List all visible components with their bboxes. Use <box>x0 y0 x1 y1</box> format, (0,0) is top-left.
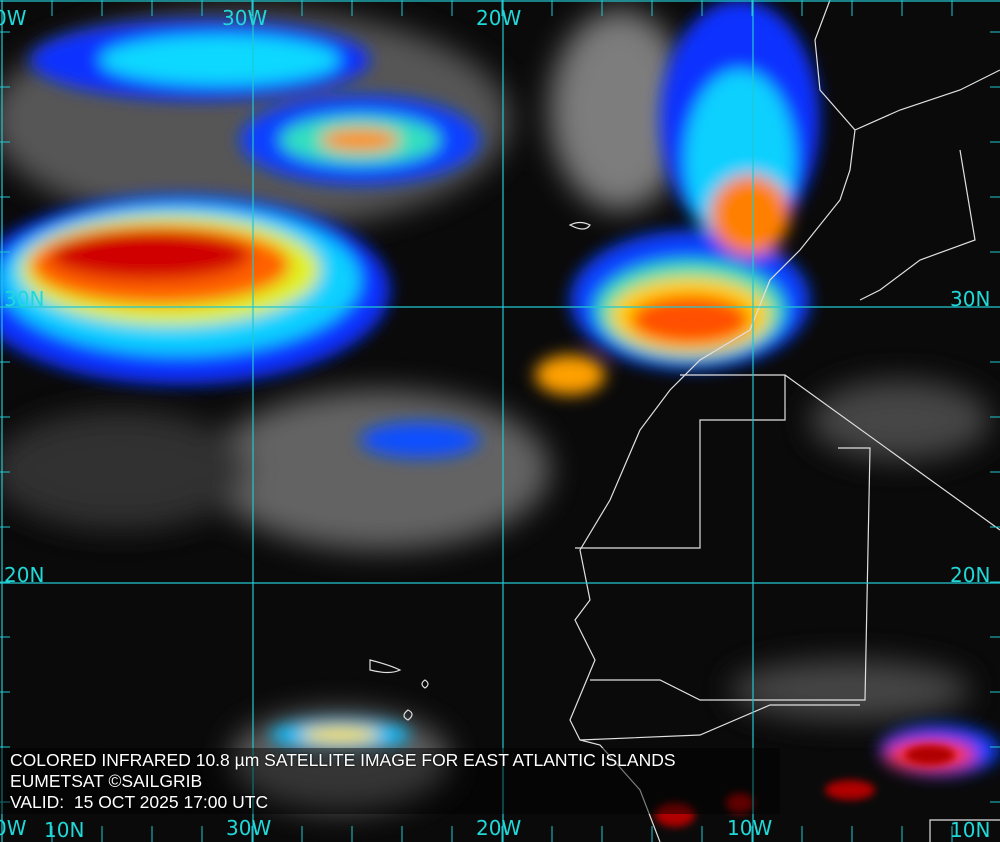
lon-label-top-20w: 20W <box>476 6 522 30</box>
coastlines-borders <box>369 0 1000 842</box>
lat-label-left-30n: 30N <box>4 287 45 311</box>
lat-label-right-20n: 20N <box>950 563 991 587</box>
lon-label-bottom-30w: 30W <box>226 816 272 840</box>
lon-label-bottom-40w: 0W <box>0 816 27 840</box>
caption-valid-time: VALID: 15 OCT 2025 17:00 UTC <box>10 792 269 812</box>
lat-label-left-10n: 10N <box>44 818 85 842</box>
lon-label-top-40w: 0W <box>0 6 27 30</box>
caption-credit: EUMETSAT ©SAILGRIB <box>10 771 203 791</box>
lat-label-right-30n: 30N <box>950 287 991 311</box>
deep-convection-cells <box>655 745 955 827</box>
lat-label-right-10n: 10N <box>950 818 991 842</box>
lat-label-left-20n: 20N <box>4 563 45 587</box>
cold-cloud-tops <box>0 0 1000 775</box>
lon-label-top-30w: 30W <box>222 6 268 30</box>
caption-title: COLORED INFRARED 10.8 µm SATELLITE IMAGE… <box>10 750 676 770</box>
caption-background <box>0 748 780 814</box>
low-clouds <box>0 10 990 810</box>
lon-label-bottom-20w: 20W <box>476 816 522 840</box>
lon-label-bottom-10w: 10W <box>727 816 773 840</box>
